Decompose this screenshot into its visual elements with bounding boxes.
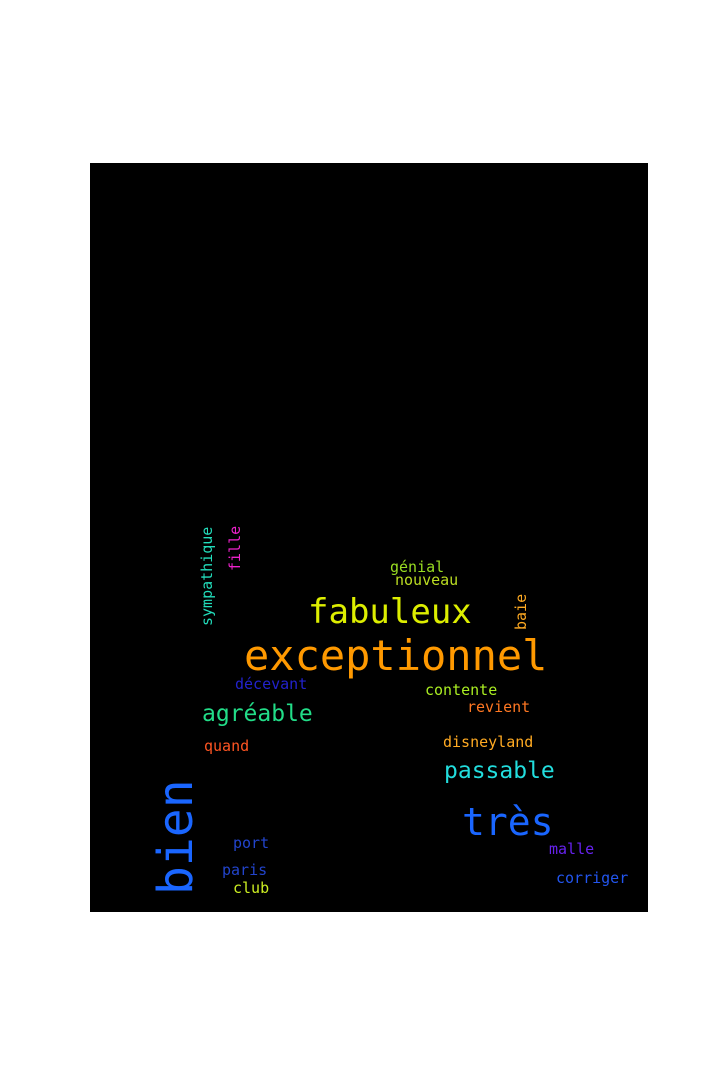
word-baie: baie <box>512 593 530 630</box>
word-disneyland: disneyland <box>443 733 534 751</box>
word-passable: passable <box>444 758 555 784</box>
word-fille: fille <box>226 525 244 571</box>
word-club: club <box>233 879 270 897</box>
word-exceptionnel: exceptionnel <box>244 631 548 680</box>
word-decevant: décevant <box>235 675 308 693</box>
word-nouveau: nouveau <box>395 571 459 589</box>
word-sympathique: sympathique <box>198 526 216 626</box>
word-cloud-canvas: exceptionnel fabuleux bien très agréable… <box>90 163 648 912</box>
word-genial: génial <box>390 558 445 576</box>
word-corriger: corriger <box>556 869 629 887</box>
word-quand: quand <box>204 737 250 755</box>
word-paris: paris <box>222 861 268 879</box>
word-tres: très <box>462 800 554 844</box>
word-fabuleux: fabuleux <box>308 592 472 632</box>
word-agreable: agréable <box>202 701 313 727</box>
word-malle: malle <box>549 840 595 858</box>
word-revient: revient <box>467 698 531 716</box>
word-port: port <box>233 834 270 852</box>
word-contente: contente <box>425 681 498 699</box>
word-bien: bien <box>148 779 204 895</box>
